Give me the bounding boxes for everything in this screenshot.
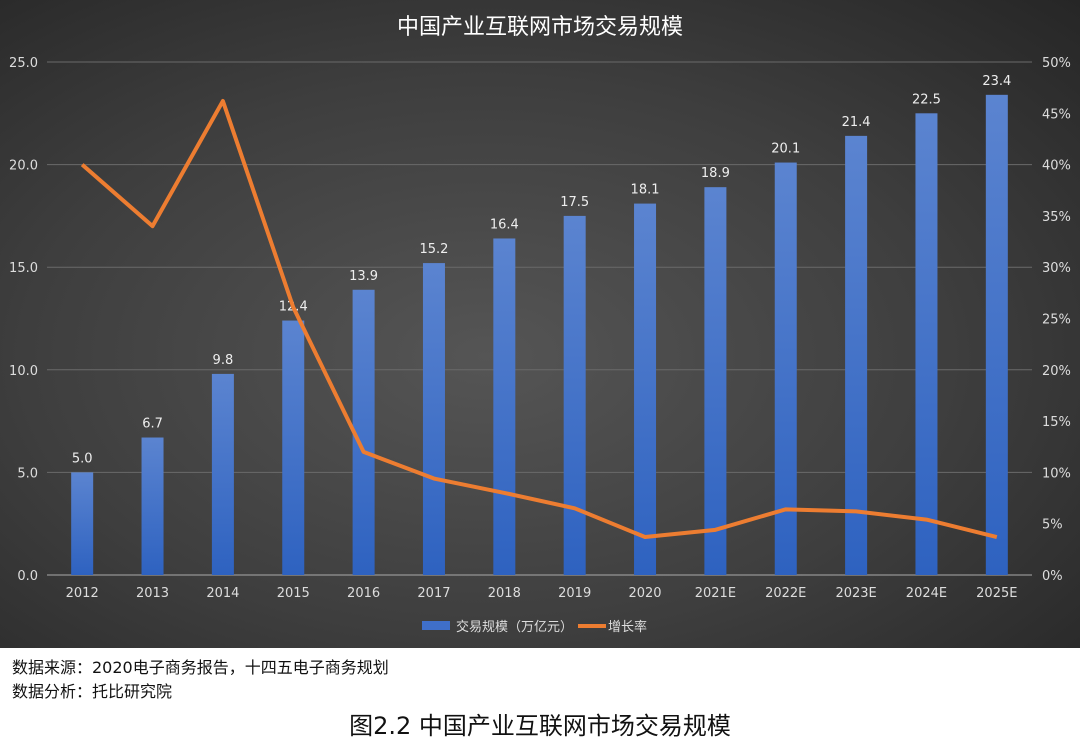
legend-label-line: 增长率 — [608, 619, 647, 635]
y-right-tick: 30% — [1042, 261, 1071, 276]
x-tick: 2023E — [835, 586, 876, 601]
x-tick: 2024E — [906, 586, 947, 601]
y-right-tick: 5% — [1042, 518, 1063, 533]
y-right-tick: 45% — [1042, 107, 1071, 122]
y-right-tick: 10% — [1042, 466, 1071, 481]
bar — [71, 472, 94, 575]
y-right-tick: 20% — [1042, 364, 1071, 379]
chart-area: 中国产业互联网市场交易规模 0.0 5.0 10.0 15.0 20.0 25.0 0% 5% 1… — [0, 0, 1080, 648]
x-tick: 2020 — [628, 586, 661, 601]
y-left-tick: 5.0 — [17, 466, 38, 481]
legend-swatch-bars — [422, 621, 450, 630]
y-right-tick: 35% — [1042, 210, 1071, 225]
bar-label: 18.9 — [701, 166, 730, 181]
bar-label: 15.2 — [419, 242, 448, 257]
bar — [845, 135, 868, 575]
y-right-tick: 25% — [1042, 313, 1071, 328]
bar-label: 13.9 — [349, 269, 378, 284]
y-left-tick: 10.0 — [9, 364, 38, 379]
figure-caption: 图2.2 中国产业互联网市场交易规模 — [349, 712, 731, 740]
growth-line — [80, 98, 998, 540]
x-tick: 2017 — [417, 586, 450, 601]
chart-svg: 中国产业互联网市场交易规模 0.0 5.0 10.0 15.0 20.0 25.0 0% 5% 1… — [9, 15, 1071, 635]
x-tick: 2013 — [136, 586, 169, 601]
bar-label: 9.8 — [213, 353, 234, 368]
bar — [493, 238, 516, 576]
bar — [282, 320, 305, 575]
bar-label: 5.0 — [72, 451, 93, 466]
y-right-tick: 15% — [1042, 415, 1071, 430]
x-tick: 2022E — [765, 586, 806, 601]
y-right-tick: 40% — [1042, 159, 1071, 174]
bar — [704, 187, 727, 575]
bar — [211, 373, 234, 575]
bar-label: 17.5 — [560, 195, 589, 210]
bar-label: 18.1 — [631, 183, 660, 198]
bar-label: 23.4 — [982, 74, 1011, 89]
bar — [141, 437, 164, 575]
bar — [422, 263, 445, 575]
x-tick: 2016 — [347, 586, 380, 601]
bar-label: 6.7 — [142, 417, 163, 432]
chart-title: 中国产业互联网市场交易规模 — [397, 15, 683, 40]
x-tick: 2025E — [976, 586, 1017, 601]
x-tick: 2018 — [488, 586, 521, 601]
bar-label: 21.4 — [842, 115, 871, 130]
bar-label: 22.5 — [912, 92, 941, 107]
y-right-tick: 0% — [1042, 569, 1063, 584]
y-left-tick: 15.0 — [9, 261, 38, 276]
legend-label-bars: 交易规模（万亿元） — [456, 619, 573, 635]
x-tick: 2021E — [695, 586, 736, 601]
y-left-tick: 25.0 — [9, 56, 38, 71]
y-left-tick: 20.0 — [9, 159, 38, 174]
x-tick: 2019 — [558, 586, 591, 601]
x-tick: 2012 — [66, 586, 99, 601]
source-note: 数据来源：2020电子商务报告，十四五电子商务规划 — [12, 658, 389, 677]
bar-label: 20.1 — [771, 142, 800, 157]
bar — [915, 113, 938, 576]
bar — [985, 94, 1008, 575]
y-left-tick: 0.0 — [17, 569, 38, 584]
y-right-tick: 50% — [1042, 56, 1071, 71]
analysis-note: 数据分析：托比研究院 — [12, 682, 173, 701]
bar — [563, 215, 586, 575]
bar-label: 16.4 — [490, 217, 519, 232]
x-tick: 2014 — [206, 586, 239, 601]
bar — [634, 203, 657, 575]
bar — [774, 162, 797, 575]
x-tick: 2015 — [277, 586, 310, 601]
bar — [352, 289, 375, 575]
